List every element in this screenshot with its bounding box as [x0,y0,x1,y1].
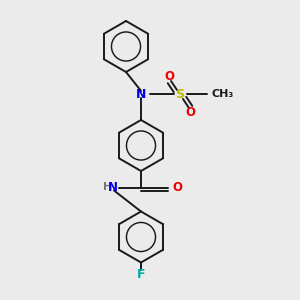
Text: N: N [136,88,146,101]
Text: S: S [176,88,184,101]
Text: O: O [164,70,175,83]
Text: N: N [108,181,118,194]
Text: F: F [137,268,145,281]
Text: H: H [103,182,112,193]
Text: CH₃: CH₃ [212,89,234,100]
Text: O: O [172,181,182,194]
Text: O: O [185,106,196,119]
